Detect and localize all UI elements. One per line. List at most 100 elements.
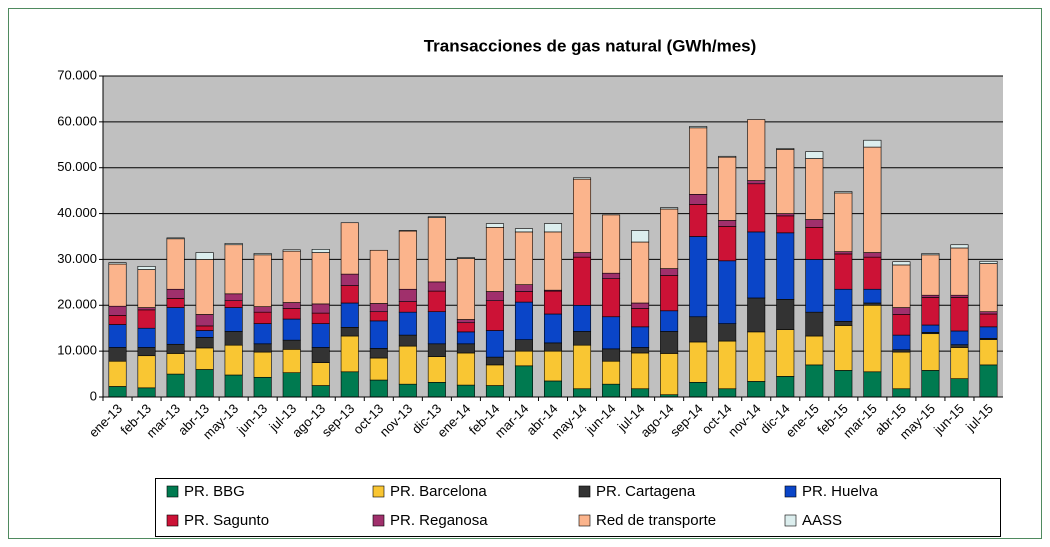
bar-segment (689, 194, 708, 205)
bar-segment (137, 347, 156, 357)
bar-segment (863, 371, 882, 398)
bar-segment (631, 241, 650, 304)
bar-segment (689, 236, 708, 318)
bar-segment (689, 316, 708, 343)
bar-segment (602, 214, 621, 274)
bar-segment (282, 250, 301, 303)
bar-segment (108, 263, 127, 307)
bar-segment (282, 308, 301, 320)
bar-segment (602, 348, 621, 362)
bar-segment (805, 158, 824, 220)
bar-segment (137, 266, 156, 270)
bar-segment (398, 288, 417, 302)
bar-segment (427, 382, 446, 398)
bar-segment (863, 288, 882, 304)
bar-segment (166, 373, 185, 398)
bar-segment (253, 376, 272, 398)
bar-segment (689, 126, 708, 129)
bar-segment (369, 311, 388, 322)
bar-segment (718, 156, 737, 221)
bar-segment (224, 300, 243, 308)
bar-segment (863, 252, 882, 258)
legend-label: AASS (802, 512, 842, 529)
bar-segment (137, 269, 156, 308)
bar-segment (718, 388, 737, 398)
bar-segment (108, 360, 127, 387)
bar-segment (282, 318, 301, 341)
legend-swatch (578, 485, 591, 498)
bar-segment (398, 334, 417, 347)
legend-swatch (372, 514, 385, 527)
bar-segment (398, 301, 417, 313)
bar-segment (485, 385, 504, 398)
bar-segment (631, 347, 650, 354)
bar-segment (166, 288, 185, 299)
bar-segment (427, 343, 446, 357)
bar-segment (631, 230, 650, 243)
bar-segment (485, 364, 504, 386)
bar-segment (950, 378, 969, 398)
bar-segment (776, 215, 795, 234)
bar-segment (485, 227, 504, 292)
bar-segment (108, 386, 127, 398)
bar-segment (282, 339, 301, 350)
bar-segment (747, 297, 766, 333)
bar-segment (602, 316, 621, 350)
bar-segment (921, 294, 940, 298)
bar-segment (892, 351, 911, 390)
bar-segment (137, 327, 156, 348)
y-tick-label: 30.000 (57, 251, 97, 266)
bar-segment (892, 261, 911, 266)
bar-segment (805, 219, 824, 228)
bar-segment (340, 302, 359, 328)
bar-segment (224, 244, 243, 295)
bar-segment (631, 326, 650, 348)
y-tick-label: 20.000 (57, 297, 97, 312)
legend-swatch (166, 485, 179, 498)
bar-segment (776, 376, 795, 398)
bar-segment (631, 308, 650, 328)
bar-segment (369, 357, 388, 381)
bar-segment (456, 322, 475, 333)
bar-segment (718, 340, 737, 390)
bar-segment (602, 360, 621, 385)
bar-segment (747, 119, 766, 181)
bar-segment (573, 177, 592, 180)
bar-segment (805, 227, 824, 260)
bar-segment (543, 342, 563, 352)
y-tick-label: 0 (90, 388, 97, 403)
bar-segment (253, 343, 272, 353)
bar-segment (805, 151, 824, 159)
y-tick-label: 70.000 (57, 67, 97, 82)
bar-segment (573, 388, 592, 398)
bar-segment (485, 330, 504, 358)
bar-segment (776, 149, 795, 214)
legend-swatch (784, 485, 797, 498)
bar-segment (369, 320, 388, 349)
bar-segment (427, 356, 446, 383)
bar-segment (340, 273, 359, 286)
bar-segment (514, 339, 533, 352)
bar-segment (224, 293, 243, 302)
bar-segment (456, 257, 475, 259)
bar-segment (660, 331, 679, 354)
bar-segment (398, 345, 417, 385)
bar-segment (195, 252, 214, 260)
bar-segment (224, 243, 243, 246)
bar-segment (660, 353, 679, 396)
bar-segment (282, 372, 301, 398)
bar-segment (311, 303, 330, 314)
bar-segment (892, 307, 911, 315)
bar-segment (195, 325, 214, 331)
bar-segment (137, 309, 156, 329)
bar-segment (979, 263, 998, 313)
chart-title: Transacciones de gas natural (GWh/mes) (424, 36, 757, 55)
legend-swatch (166, 514, 179, 527)
bar-segment (979, 311, 998, 315)
bar-segment (224, 344, 243, 376)
legend-label: PR. Reganosa (390, 512, 488, 529)
y-tick-label: 40.000 (57, 205, 97, 220)
legend-swatch (784, 514, 797, 527)
